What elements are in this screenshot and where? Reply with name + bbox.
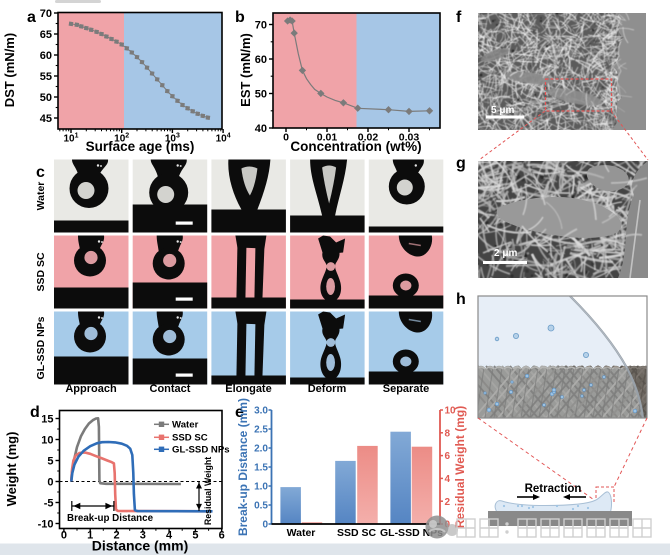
svg-text:2: 2 xyxy=(445,497,451,508)
svg-text:6: 6 xyxy=(219,530,225,542)
svg-text:GL-SSD NPs: GL-SSD NPs xyxy=(172,445,230,456)
svg-text:Surface age (ms): Surface age (ms) xyxy=(86,139,195,154)
svg-text:10: 10 xyxy=(445,406,457,417)
svg-text:0.02: 0.02 xyxy=(358,132,379,144)
svg-text:Water: Water xyxy=(287,527,316,539)
svg-text:10: 10 xyxy=(41,434,53,446)
svg-text:Residual Weight (mg): Residual Weight (mg) xyxy=(453,406,467,528)
svg-text:50: 50 xyxy=(40,92,52,104)
svg-text:50: 50 xyxy=(255,88,267,100)
svg-text:0: 0 xyxy=(262,520,268,531)
svg-text:5 μm: 5 μm xyxy=(491,105,514,116)
svg-text:2.5: 2.5 xyxy=(254,425,268,436)
svg-text:SSD SC: SSD SC xyxy=(337,527,377,539)
svg-text:1: 1 xyxy=(87,530,93,542)
svg-text:-10: -10 xyxy=(38,518,54,530)
svg-text:6: 6 xyxy=(445,451,451,462)
svg-text:e: e xyxy=(235,404,244,421)
svg-text:f: f xyxy=(456,9,462,26)
svg-text:70: 70 xyxy=(40,8,52,20)
svg-text:Break-up Distance (mm): Break-up Distance (mm) xyxy=(236,398,250,536)
svg-text:-5: -5 xyxy=(44,497,54,509)
svg-text:Approach: Approach xyxy=(65,383,117,395)
svg-text:2: 2 xyxy=(113,530,119,542)
svg-text:4: 4 xyxy=(166,530,173,542)
svg-text:Contact: Contact xyxy=(150,383,191,395)
svg-text:0: 0 xyxy=(283,132,289,144)
svg-text:4: 4 xyxy=(445,474,451,485)
svg-text:DST (mN/m): DST (mN/m) xyxy=(2,33,17,107)
svg-text:Concentration (wt%): Concentration (wt%) xyxy=(290,139,421,154)
svg-text:3.0: 3.0 xyxy=(254,406,268,417)
svg-text:Water: Water xyxy=(172,420,199,431)
svg-text:2 μm: 2 μm xyxy=(494,248,517,259)
svg-text:Deform: Deform xyxy=(308,383,347,395)
svg-text:1.0: 1.0 xyxy=(254,482,268,493)
svg-text:d: d xyxy=(30,404,40,421)
svg-text:0.01: 0.01 xyxy=(317,132,338,144)
svg-text:70: 70 xyxy=(255,19,267,31)
svg-text:Elongate: Elongate xyxy=(225,383,271,395)
svg-text:65: 65 xyxy=(40,29,52,41)
svg-text:EST (mN/m): EST (mN/m) xyxy=(238,33,253,107)
svg-text:GL-SSD NPs: GL-SSD NPs xyxy=(35,316,47,379)
svg-text:Separate: Separate xyxy=(383,383,429,395)
svg-text:Retraction: Retraction xyxy=(525,483,582,495)
svg-text:h: h xyxy=(456,291,466,308)
svg-text:SSD SC: SSD SC xyxy=(172,433,208,444)
svg-text:1.5: 1.5 xyxy=(254,463,268,474)
svg-text:5: 5 xyxy=(47,455,53,467)
svg-text:Water: Water xyxy=(35,182,47,211)
svg-text:0: 0 xyxy=(61,530,67,542)
svg-text:SSD SC: SSD SC xyxy=(35,252,47,292)
svg-text:0.5: 0.5 xyxy=(254,501,268,512)
svg-text:g: g xyxy=(456,155,466,172)
svg-text:Residual Weight: Residual Weight xyxy=(203,457,213,525)
svg-text:Break-up Distance: Break-up Distance xyxy=(67,513,154,524)
svg-text:Distance (mm): Distance (mm) xyxy=(92,538,188,554)
svg-text:5: 5 xyxy=(192,530,198,542)
svg-text:0.03: 0.03 xyxy=(399,132,420,144)
svg-text:55: 55 xyxy=(40,71,52,83)
svg-text:2.0: 2.0 xyxy=(254,444,268,455)
svg-text:60: 60 xyxy=(40,50,52,62)
svg-text:45: 45 xyxy=(40,113,52,125)
svg-text:8: 8 xyxy=(445,428,451,439)
svg-text:Weight (mg): Weight (mg) xyxy=(4,432,19,507)
svg-text:a: a xyxy=(27,9,36,26)
svg-text:3: 3 xyxy=(140,530,146,542)
svg-text:c: c xyxy=(36,164,45,181)
svg-text:b: b xyxy=(235,9,245,26)
svg-text:40: 40 xyxy=(255,123,267,135)
svg-text:60: 60 xyxy=(255,54,267,66)
svg-text:15: 15 xyxy=(41,413,53,425)
svg-text:0: 0 xyxy=(47,476,53,488)
